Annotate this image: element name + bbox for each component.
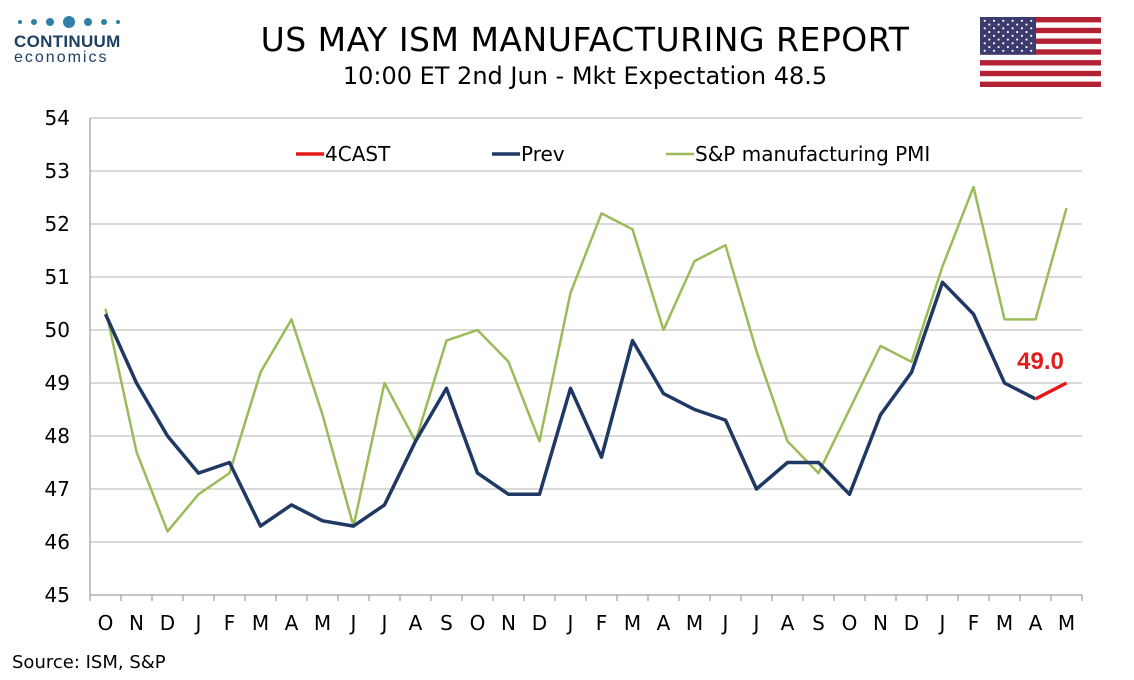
chart-title: US MAY ISM MANUFACTURING REPORT (260, 20, 910, 59)
x-tick-label: M (1058, 611, 1075, 635)
x-tick-label: F (596, 611, 608, 635)
x-tick-label: O (842, 611, 858, 635)
x-tick-label: M (314, 611, 331, 635)
source-note: Source: ISM, S&P (12, 652, 166, 673)
y-tick-label: 50 (45, 318, 70, 342)
y-tick-label: 46 (45, 530, 70, 554)
y-tick-label: 53 (45, 159, 70, 183)
x-tick-label: J (349, 611, 357, 635)
x-tick-label: A (781, 611, 795, 635)
x-tick-label: J (380, 611, 388, 635)
y-tick-label: 48 (45, 424, 70, 448)
x-tick-label: D (160, 611, 175, 635)
x-tick-label: J (721, 611, 729, 635)
series-lines (103, 185, 1068, 533)
x-tick-label: D (904, 611, 919, 635)
y-tick-label: 49 (45, 371, 70, 395)
x-tick-label: M (996, 611, 1013, 635)
series-line-4cast (1034, 381, 1068, 401)
annotations: 49.0 (1017, 348, 1064, 375)
x-tick-label: F (224, 611, 236, 635)
x-tick-label: F (968, 611, 980, 635)
logo-dots-icon (18, 14, 134, 30)
x-tick-label: N (501, 611, 516, 635)
x-tick-label: O (470, 611, 486, 635)
legend-label: 4CAST (325, 142, 391, 166)
x-tick-label: N (129, 611, 144, 635)
x-tick-label: M (686, 611, 703, 635)
us-flag-icon (980, 17, 1101, 87)
legend-label: S&P manufacturing PMI (695, 142, 930, 166)
logo-subtitle: economics (14, 49, 109, 66)
legend: 4CAST Prev S&P manufacturing PMI (296, 142, 930, 166)
legend-label: Prev (521, 142, 565, 166)
y-tick-label: 45 (45, 583, 70, 607)
x-tick-label: S (812, 611, 825, 635)
x-tick-label: J (938, 611, 946, 635)
x-tick-label: N (873, 611, 888, 635)
continuum-logo: CONTINUUM economics (14, 14, 134, 67)
x-tick-label: J (194, 611, 202, 635)
gridlines (90, 117, 1082, 543)
x-tick-label: J (752, 611, 760, 635)
chart-subtitle: 10:00 ET 2nd Jun - Mkt Expectation 48.5 (342, 62, 828, 90)
series-line-prev (103, 280, 1037, 528)
x-tick-label: O (98, 611, 114, 635)
y-tick-label: 52 (45, 212, 70, 236)
forecast-value-label: 49.0 (1017, 348, 1064, 375)
x-tick-label: S (440, 611, 453, 635)
logo-name: CONTINUUM (14, 32, 121, 51)
x-tick-label: A (1029, 611, 1043, 635)
y-tick-label: 47 (45, 477, 70, 501)
x-tick-label: A (657, 611, 671, 635)
y-tick-label: 51 (45, 265, 70, 289)
series-line-s-p-manufacturing-pmi (104, 185, 1068, 533)
x-tick-label: D (532, 611, 547, 635)
y-tick-label: 54 (45, 106, 70, 130)
x-tick-label: M (252, 611, 269, 635)
x-tick-label: M (624, 611, 641, 635)
x-tick-label: J (566, 611, 574, 635)
x-tick-label: A (285, 611, 299, 635)
x-tick-label: A (409, 611, 423, 635)
